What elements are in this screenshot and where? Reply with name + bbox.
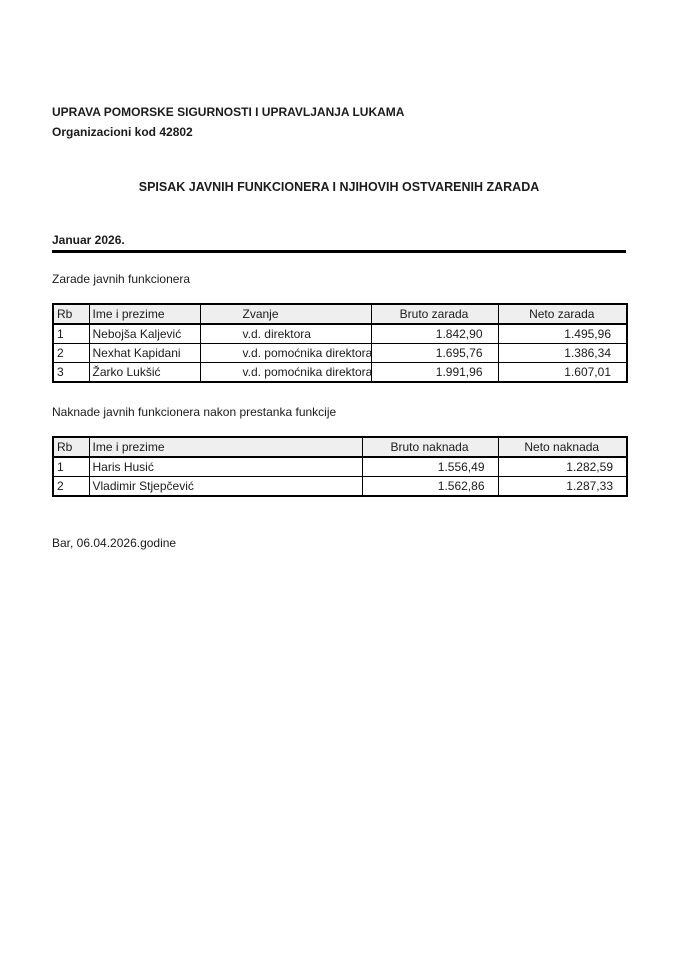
cell: 1.562,86 (361, 476, 499, 497)
column-header: Bruto naknada (361, 436, 499, 458)
cell: 1.556,49 (361, 456, 499, 477)
footer-place-date: Bar, 06.04.2026.godine (52, 536, 177, 550)
cell: 1.991,96 (370, 362, 499, 383)
allowances-table: Rb Ime i prezime Bruto naknada Neto naknada… (52, 436, 628, 497)
cell: Vladimir Stjepčević (88, 476, 363, 497)
cell: 1.607,01 (497, 362, 628, 383)
allowances-table-body: 1 Haris Husić 1.556,49 1.282,59 2 Vladimir St… (52, 456, 628, 497)
cell: 1 (52, 323, 90, 344)
table-row: 2 Vladimir Stjepčević 1.562,86 1.287,33 (52, 476, 628, 497)
cell: 2 (52, 476, 90, 497)
column-header: Rb (52, 303, 90, 325)
document-page: UPRAVA POMORSKE SIGURNOSTI I UPRAVLJANJA… (52, 102, 628, 550)
period-label: Januar 2026. (52, 233, 626, 253)
column-header: Ime i prezime (88, 436, 363, 458)
cell: 3 (52, 362, 90, 383)
salaries-caption: Zarade javnih funkcionera (52, 272, 191, 286)
org-name: UPRAVA POMORSKE SIGURNOSTI I UPRAVLJANJA… (52, 105, 405, 119)
cell: 1.842,90 (370, 323, 499, 344)
cell: 1 (52, 456, 90, 477)
salaries-table: Rb Ime i prezime Zvanje Bruto zarada Neto za… (52, 303, 628, 383)
cell: v.d. direktora (199, 323, 372, 344)
cell: 1.282,59 (497, 456, 628, 477)
column-header: Zvanje (199, 303, 372, 325)
cell: Nebojša Kaljević (88, 323, 201, 344)
cell: v.d. pomoćnika direktora (199, 362, 372, 383)
page-title: SPISAK JAVNIH FUNKCIONERA I NJIHOVIH OST… (138, 180, 540, 194)
table-row: 1 Nebojša Kaljević v.d. direktora 1.842,90 1… (52, 323, 628, 344)
salaries-header-row: Rb Ime i prezime Zvanje Bruto zarada Neto za… (52, 303, 628, 325)
column-header: Neto zarada (497, 303, 628, 325)
allowances-header-row: Rb Ime i prezime Bruto naknada Neto naknada (52, 436, 628, 458)
allowances-caption: Naknade javnih funkcionera nakon prestan… (52, 405, 337, 419)
table-row: 2 Nexhat Kapidani v.d. pomoćnika direktora… (52, 343, 628, 363)
cell: 1.386,34 (497, 343, 628, 363)
cell: Haris Husić (88, 456, 363, 477)
table-row: 3 Žarko Lukšić v.d. pomoćnika direktora 1.9… (52, 362, 628, 383)
org-code: Organizacioni kod 42802 (52, 125, 193, 139)
column-header: Bruto zarada (370, 303, 499, 325)
document-content: UPRAVA POMORSKE SIGURNOSTI I UPRAVLJANJA… (52, 102, 628, 550)
cell: v.d. pomoćnika direktora (199, 343, 372, 363)
cell: 1.287,33 (497, 476, 628, 497)
cell: Nexhat Kapidani (88, 343, 201, 363)
table-row: 1 Haris Husić 1.556,49 1.282,59 (52, 456, 628, 477)
cell: 2 (52, 343, 90, 363)
cell: Žarko Lukšić (88, 362, 201, 383)
column-header: Ime i prezime (88, 303, 201, 325)
cell: 1.495,96 (497, 323, 628, 344)
salaries-table-body: 1 Nebojša Kaljević v.d. direktora 1.842,90 1… (52, 323, 628, 383)
cell: 1.695,76 (370, 343, 499, 363)
column-header: Neto naknada (497, 436, 628, 458)
column-header: Rb (52, 436, 90, 458)
